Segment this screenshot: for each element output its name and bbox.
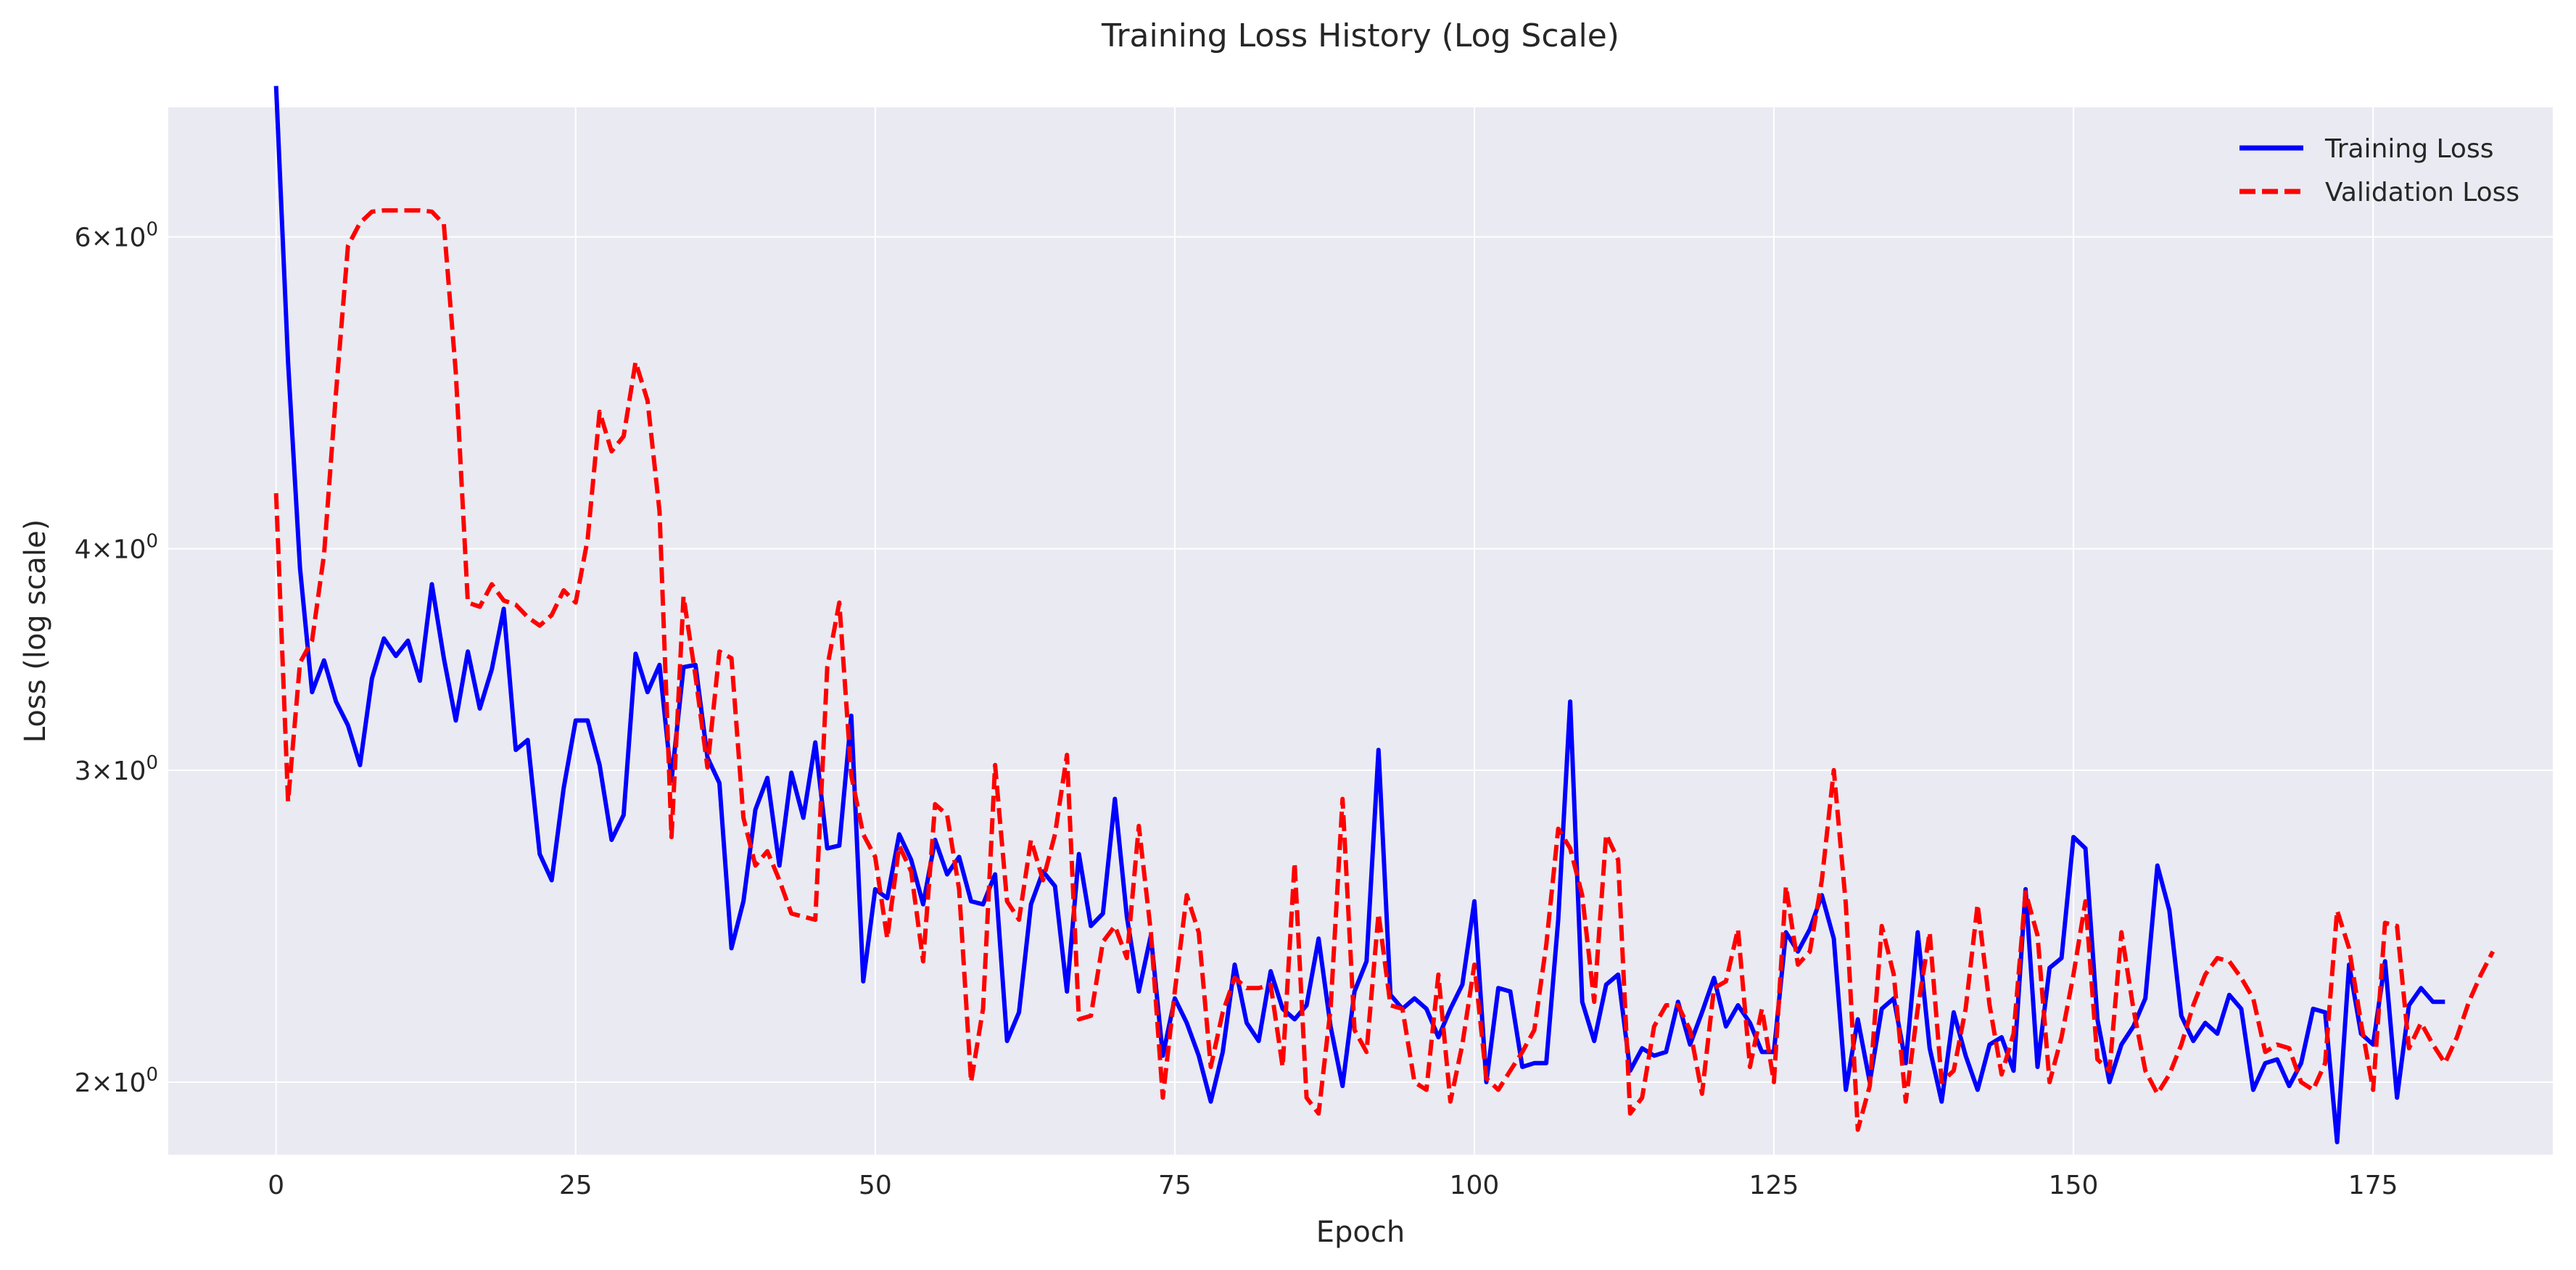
- y-tick-label: 3×100: [75, 752, 158, 786]
- x-tick-label: 0: [268, 1171, 284, 1200]
- series-line-validation-loss: [273, 208, 2496, 1132]
- x-tick-label: 50: [859, 1171, 892, 1200]
- legend-label: Validation Loss: [2325, 178, 2519, 207]
- y-axis-label: Loss (log scale): [19, 519, 52, 743]
- y-axis: 2×100 3×100 4×100 6×100: [75, 219, 158, 1098]
- x-axis: 0 25 50 75 100 125 150 175: [268, 1171, 2398, 1200]
- chart-title: Training Loss History (Log Scale): [1101, 17, 1619, 54]
- y-tick-label: 2×100: [75, 1064, 158, 1098]
- x-tick-label: 150: [2049, 1171, 2099, 1200]
- y-tick-label: 4×100: [75, 531, 158, 565]
- y-tick-label: 6×100: [75, 219, 158, 253]
- grid: [168, 107, 2553, 1155]
- x-tick-label: 25: [559, 1171, 593, 1200]
- x-tick-label: 100: [1450, 1171, 1500, 1200]
- x-tick-label: 175: [2348, 1171, 2398, 1200]
- x-tick-label: 75: [1158, 1171, 1192, 1200]
- series-layer: [273, 86, 2496, 1145]
- legend-label: Training Loss: [2324, 134, 2493, 164]
- series-line-training-loss: [273, 86, 2445, 1145]
- x-tick-label: 125: [1749, 1171, 1799, 1200]
- x-axis-label: Epoch: [1316, 1216, 1405, 1249]
- legend: Training Loss Validation Loss: [2239, 134, 2519, 207]
